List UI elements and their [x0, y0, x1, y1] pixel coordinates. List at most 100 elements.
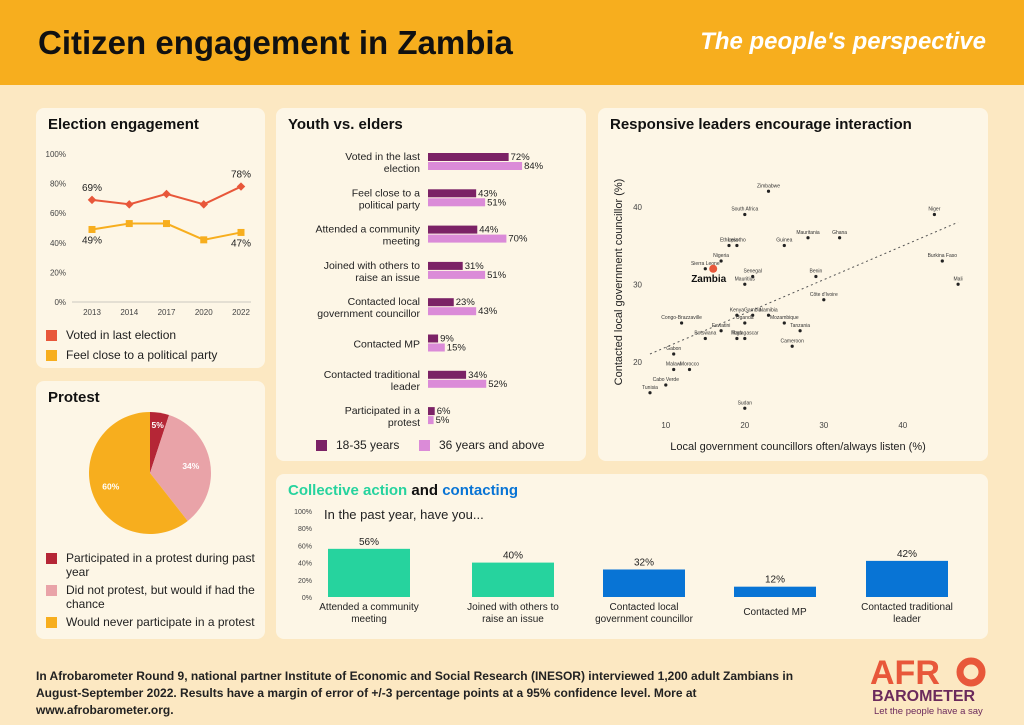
scatter-point	[743, 282, 747, 286]
scatter-point-label: Gambia	[744, 307, 762, 313]
collective-title-and: and	[407, 482, 443, 499]
collective-category-label: Attended a community	[319, 602, 419, 613]
collective-bar-label: 32%	[634, 557, 654, 568]
line-xtick: 2020	[195, 308, 213, 317]
collective-bar	[328, 548, 410, 597]
scatter-point-label: Guinea	[776, 238, 792, 244]
youth-bar-label: 9%	[440, 334, 454, 345]
scatter-point-label: Sudan	[738, 400, 753, 406]
line-point	[236, 182, 246, 191]
scatter-point-label: Morocco	[680, 362, 699, 368]
legend-voted-label: Voted in last election	[66, 328, 177, 342]
afrobarometer-logo-graphic: AFR BAROMETER Let the people have a say	[870, 654, 986, 717]
legend-protested-swatch	[46, 553, 57, 564]
scatter-point	[735, 336, 739, 341]
scatter-point-label: Benin	[810, 269, 823, 275]
line-point	[199, 200, 208, 209]
collective-bar-label: 56%	[359, 537, 379, 548]
election-title: Election engagement	[48, 116, 199, 133]
line-point	[200, 236, 208, 244]
scatter-point	[751, 274, 755, 279]
scatter-point-label: Mali	[954, 276, 963, 282]
youth-bar	[428, 298, 454, 307]
page-subtitle: The people's perspective	[700, 28, 986, 55]
scatter-point-label: Mauritania	[796, 230, 820, 236]
scatter-point	[727, 243, 731, 248]
youth-bar-label: 51%	[487, 197, 507, 208]
protest-title: Protest	[48, 389, 100, 406]
scatter-point	[806, 236, 810, 240]
legend-youth-label: 18-35 years	[336, 438, 400, 452]
collective-category-label: leader	[893, 614, 921, 625]
footer-note: In Afrobarometer Round 9, national partn…	[36, 669, 794, 717]
youth-category-label: Contacted traditional	[324, 369, 420, 381]
scatter-ytick: 30	[633, 280, 642, 289]
collective-question: In the past year, have you...	[324, 507, 484, 522]
scatter-xtick: 40	[898, 421, 907, 430]
protest-pie-chart: 5% 34% 60%	[88, 412, 211, 534]
line-ytick: 20%	[50, 268, 66, 277]
protest-panel: Protest 5% 34% 60% Participated in a prote…	[36, 381, 265, 639]
line-point	[163, 220, 170, 228]
youth-bar-label: 52%	[488, 379, 508, 390]
scatter-point-label: Sierra Leone	[691, 261, 720, 267]
scatter-point-label: Botswana	[694, 331, 716, 337]
legend-would-protest: Did not protest, but would if had the ch…	[46, 583, 256, 611]
collective-bar	[866, 560, 948, 597]
scatter-point-label: Togo	[731, 331, 742, 337]
scatter-point-label: Malawi	[666, 362, 682, 368]
legend-voted: Voted in last election	[46, 328, 176, 342]
pie-slice	[150, 415, 211, 521]
line-xtick: 2017	[158, 308, 176, 317]
youth-category-label: government councillor	[317, 308, 420, 320]
scatter-point	[703, 267, 707, 271]
logo-tagline: Let the people have a say	[874, 706, 983, 717]
collective-bar-label: 12%	[765, 575, 785, 586]
youth-bar	[428, 162, 523, 170]
collective-ytick: 20%	[298, 578, 312, 585]
scatter-panel: Responsive leaders encourage interaction…	[598, 108, 988, 461]
line-ytick: 0%	[54, 298, 66, 307]
legend-protested: Participated in a protest during past ye…	[46, 551, 256, 579]
legend-never-protest-label: Would never participate in a protest	[66, 615, 255, 629]
youth-bar	[428, 189, 477, 198]
youth-category-label: Attended a community	[316, 224, 421, 236]
scatter-point-label: Cameroon	[781, 338, 805, 344]
scatter-point-label: Madagascar	[731, 331, 759, 337]
scatter-xtick: 20	[740, 421, 749, 430]
collective-category-label: Joined with others to	[467, 602, 559, 613]
scatter-point	[743, 321, 747, 325]
scatter-xtick: 30	[819, 421, 828, 430]
youth-bar-label: 51%	[487, 270, 507, 281]
scatter-ytick: 20	[633, 358, 642, 367]
line-point	[87, 195, 97, 205]
youth-category-label: election	[384, 163, 420, 175]
legend-youth: 18-35 years	[316, 438, 399, 452]
collective-title-part2: contacting	[442, 482, 519, 499]
youth-bar-label: 34%	[468, 370, 488, 381]
scatter-point	[940, 259, 944, 263]
line-xtick: 2013	[83, 308, 101, 317]
line-point	[88, 225, 96, 233]
scatter-point	[703, 336, 707, 341]
line-xtick: 2014	[120, 308, 138, 317]
collective-ytick: 80%	[298, 526, 312, 533]
line-point	[237, 228, 245, 236]
scatter-point-label: Nigeria	[713, 253, 729, 259]
election-line-chart: 0% 20% 40% 60% 80% 100% 2013 2014 2017 2020 2022 69…	[46, 150, 252, 317]
youth-category-label: Contacted MP	[353, 339, 420, 351]
scatter-point-label: Mozambique	[770, 315, 799, 321]
collective-ytick: 40%	[298, 561, 312, 568]
scatter-point	[648, 391, 652, 395]
youth-category-label: Voted in the last	[345, 151, 420, 163]
collective-category-label: Contacted MP	[743, 607, 807, 618]
scatter-point-label: Niger	[928, 207, 940, 213]
scatter-point	[664, 383, 668, 387]
scatter-point	[766, 313, 771, 317]
legend-would-protest-swatch	[46, 585, 57, 596]
youth-bar	[428, 307, 477, 316]
scatter-point-label: Congo-Brazzaville	[661, 315, 702, 321]
scatter-point-label: Tanzania	[790, 323, 810, 329]
legend-never-protest: Would never participate in a protest	[46, 615, 256, 629]
line-ytick: 40%	[50, 239, 66, 248]
